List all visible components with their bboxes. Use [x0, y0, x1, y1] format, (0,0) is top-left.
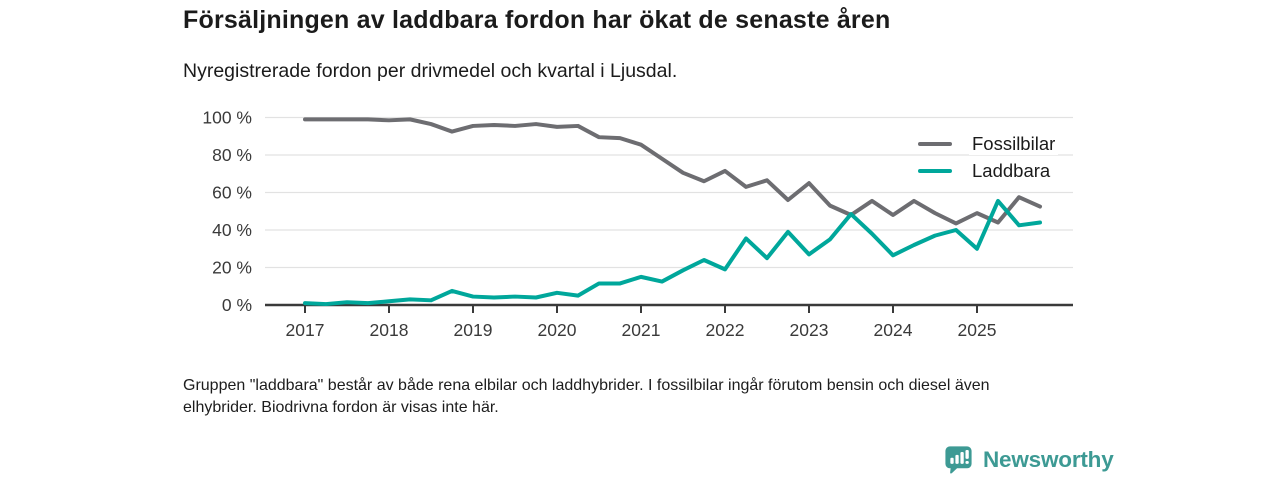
chart-subtitle: Nyregistrerade fordon per drivmedel och …: [183, 60, 678, 82]
y-tick-label: 60 %: [212, 183, 252, 203]
logo-wordmark: Newsworthy: [983, 446, 1114, 472]
x-tick-label: 2021: [622, 320, 661, 340]
fossilbilar-line-swatch: [918, 141, 952, 146]
x-tick-label: 2022: [706, 320, 745, 340]
y-tick-label: 20 %: [212, 258, 252, 278]
newsworthy-logo: Newsworthy: [943, 444, 1114, 475]
page-title: Försäljningen av laddbara fordon har öka…: [183, 6, 891, 34]
x-tick-label: 2023: [790, 320, 829, 340]
y-tick-label: 0 %: [222, 295, 252, 315]
legend-item-fossilbilar: Fossilbilar: [918, 130, 1059, 157]
fossilbilar-line: [303, 117, 1042, 226]
laddbara-line: [303, 198, 1042, 307]
laddbara-line-swatch: [918, 168, 952, 173]
y-tick-label: 40 %: [212, 220, 252, 240]
x-tick-label: 2024: [874, 320, 913, 340]
y-tick-label: 100 %: [202, 108, 252, 128]
legend-label-laddbara: Laddbara: [969, 159, 1054, 182]
x-tick-label: 2025: [958, 320, 997, 340]
legend-label-fossilbilar: Fossilbilar: [969, 132, 1059, 155]
y-tick-label: 80 %: [212, 145, 252, 165]
x-tick-label: 2019: [454, 320, 493, 340]
legend-item-laddbara: Laddbara: [918, 157, 1058, 184]
x-tick-label: 2020: [538, 320, 577, 340]
x-tick-label: 2018: [370, 320, 409, 340]
newsworthy-bar-chart-icon: [945, 446, 972, 474]
chart-footnote: Gruppen "laddbara" består av både rena e…: [183, 377, 990, 416]
x-tick-label: 2017: [286, 320, 325, 340]
chart-legend: Fossilbilar Laddbara: [918, 130, 1059, 184]
